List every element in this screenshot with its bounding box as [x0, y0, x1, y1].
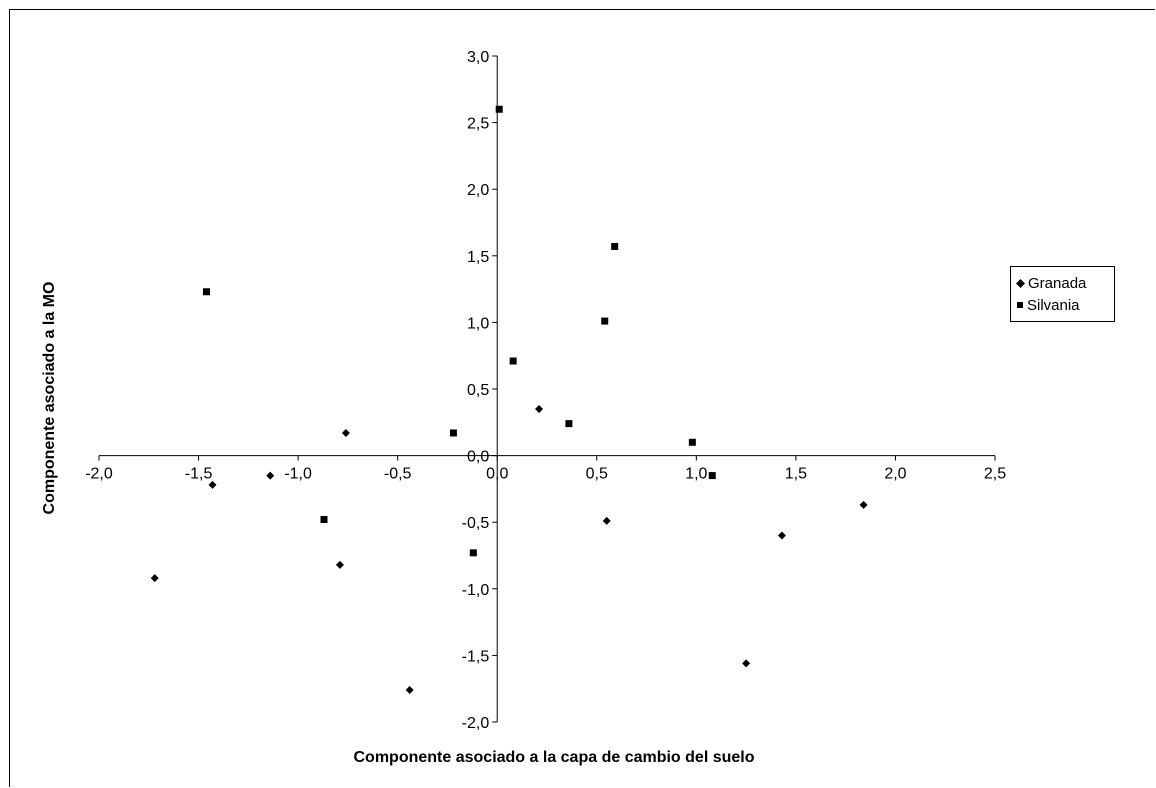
y-tick-label: 3,0: [467, 49, 489, 66]
silvania-point: [449, 429, 457, 437]
y-tick-label: -1,0: [462, 582, 490, 599]
y-axis-title: Componente asociado a la MO: [41, 282, 58, 515]
legend-label-granada: Granada: [1028, 274, 1087, 292]
y-tick-label: 2,0: [467, 182, 489, 199]
silvania-point: [320, 516, 328, 524]
silvania-point: [688, 438, 696, 446]
granada-point: [777, 531, 786, 540]
granada-point: [150, 574, 159, 583]
x-tick-label: 0,0: [486, 466, 508, 483]
x-tick-label: -1,5: [185, 466, 213, 483]
axes: [99, 56, 995, 722]
x-tick-label: 2,5: [984, 466, 1006, 483]
granada-point: [742, 659, 751, 668]
silvania-point: [708, 472, 716, 480]
y-tick-label: 0,5: [467, 382, 489, 399]
x-tick-label: -2,0: [85, 466, 113, 483]
silvania-point: [565, 420, 573, 428]
y-tick-label: -2,0: [462, 715, 490, 732]
y-tick-labels: 3,0 2,5 2,0 1,5 1,0 0,5 0,0 -0,5 -1,0 -1,5 -2,0: [462, 49, 498, 732]
square-marker-icon: [1017, 302, 1023, 308]
silvania-point: [509, 357, 517, 365]
granada-point: [405, 686, 414, 695]
silvania-point: [601, 317, 609, 325]
granada-point: [602, 516, 611, 525]
legend: Granada Silvania: [1010, 266, 1115, 322]
x-tick-label: -1,0: [284, 466, 312, 483]
y-tick-label: 1,5: [467, 249, 489, 266]
y-tick-label: 2,5: [467, 116, 489, 133]
granada-point: [535, 404, 544, 413]
x-tick-label: 1,0: [685, 466, 707, 483]
chart-frame: [9, 9, 1155, 787]
silvania-point: [469, 549, 477, 557]
x-tick-labels: -2,0 -1,5 -1,0 -0,5 0,0 0,5 1,0 1,5 2,0 2,5: [85, 455, 1006, 483]
diamond-marker-icon: [1016, 278, 1025, 288]
granada-point: [208, 480, 217, 489]
granada-point: [341, 428, 350, 437]
granada-point: [859, 500, 868, 509]
y-tick-label: 0,0: [467, 449, 489, 466]
x-tick-label: 0,5: [586, 466, 608, 483]
granada-point: [335, 560, 344, 569]
legend-label-silvania: Silvania: [1027, 296, 1080, 314]
silvania-point: [495, 105, 503, 113]
x-axis-title: Componente asociado a la capa de cambio …: [354, 749, 755, 766]
y-tick-label: -1,5: [462, 648, 490, 665]
x-tick-label: -0,5: [384, 466, 412, 483]
data-points: [150, 105, 868, 695]
x-tick-label: 2,0: [884, 466, 906, 483]
silvania-point: [203, 288, 211, 296]
x-tick-label: 1,5: [785, 466, 807, 483]
legend-item-granada: Granada: [1016, 272, 1114, 294]
y-tick-label: 1,0: [467, 315, 489, 332]
y-tick-label: -0,5: [462, 515, 490, 532]
silvania-point: [611, 242, 619, 250]
legend-item-silvania: Silvania: [1017, 294, 1114, 316]
granada-point: [266, 471, 275, 480]
